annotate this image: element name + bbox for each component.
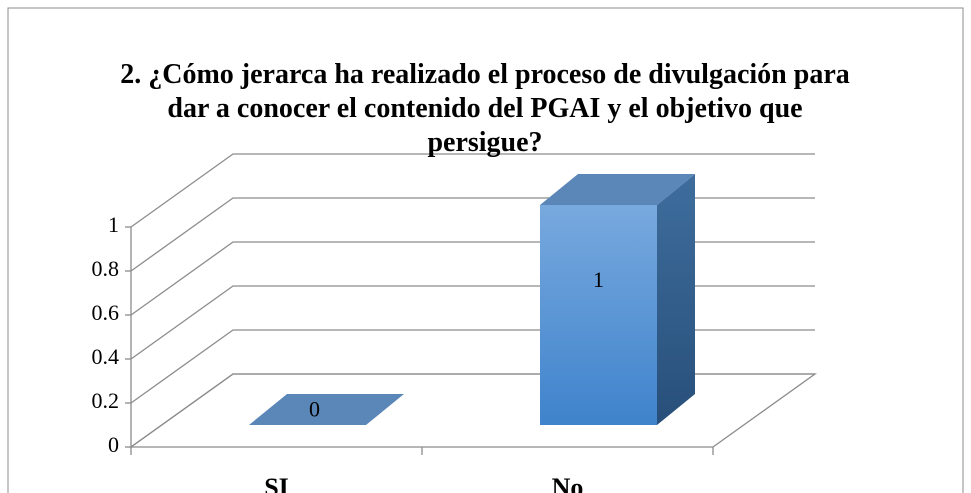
bar-front xyxy=(540,205,657,425)
bar-top xyxy=(249,394,404,425)
bar-top xyxy=(540,174,695,205)
y-tick-label: 0.4 xyxy=(92,344,120,369)
y-tick-label: 1 xyxy=(108,212,119,237)
grid-line xyxy=(130,329,815,404)
y-tick-label: 0.6 xyxy=(92,300,120,325)
y-tick-label: 0.8 xyxy=(92,256,120,281)
x-tick-label: No xyxy=(552,473,584,493)
floor xyxy=(128,373,818,448)
y-tick-label: 0.2 xyxy=(92,388,120,413)
bar-side xyxy=(657,174,695,425)
data-label: 0 xyxy=(309,397,320,422)
data-label: 1 xyxy=(593,267,604,292)
x-tick-label: SI xyxy=(264,473,289,493)
grid-line xyxy=(130,241,815,316)
grid-line xyxy=(130,373,815,448)
chart-border xyxy=(7,7,964,493)
grid-line xyxy=(130,197,815,272)
grid-line xyxy=(130,153,815,228)
chart-title: 2. ¿Cómo jerarca ha realizado el proceso… xyxy=(120,59,850,158)
grid-line xyxy=(130,285,815,360)
y-tick-label: 0 xyxy=(108,432,119,457)
